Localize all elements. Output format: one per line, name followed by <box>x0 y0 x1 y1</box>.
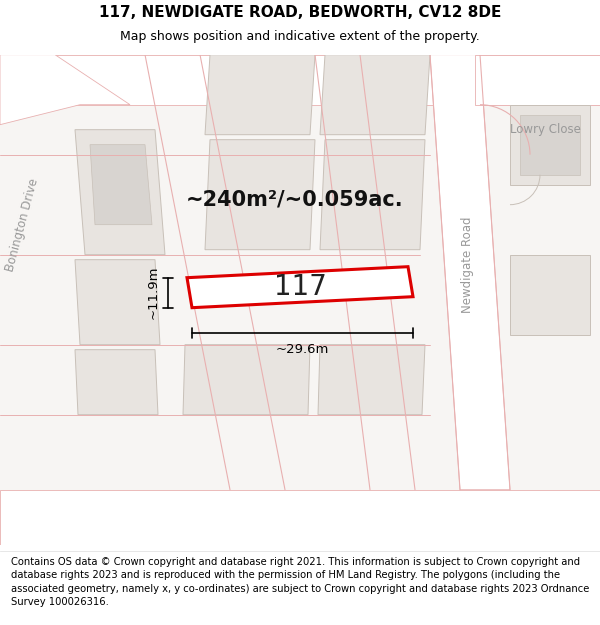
Polygon shape <box>75 349 158 414</box>
Polygon shape <box>0 489 600 544</box>
Polygon shape <box>320 54 430 134</box>
Polygon shape <box>318 344 425 414</box>
Polygon shape <box>510 104 590 184</box>
Polygon shape <box>205 139 315 249</box>
Polygon shape <box>520 114 580 174</box>
Text: Bonington Drive: Bonington Drive <box>3 177 41 272</box>
Text: 117: 117 <box>274 272 326 301</box>
Polygon shape <box>75 129 165 254</box>
Text: 117, NEWDIGATE ROAD, BEDWORTH, CV12 8DE: 117, NEWDIGATE ROAD, BEDWORTH, CV12 8DE <box>99 4 501 19</box>
Polygon shape <box>90 144 152 224</box>
Text: Map shows position and indicative extent of the property.: Map shows position and indicative extent… <box>120 29 480 42</box>
Polygon shape <box>0 54 600 544</box>
Text: Newdigate Road: Newdigate Road <box>461 216 475 313</box>
Text: Contains OS data © Crown copyright and database right 2021. This information is : Contains OS data © Crown copyright and d… <box>11 557 589 607</box>
Polygon shape <box>75 259 160 344</box>
Polygon shape <box>183 344 310 414</box>
Polygon shape <box>0 54 130 124</box>
Polygon shape <box>205 54 315 134</box>
Polygon shape <box>320 139 425 249</box>
Polygon shape <box>0 54 600 104</box>
Polygon shape <box>510 254 590 334</box>
Text: Lowry Close: Lowry Close <box>509 123 580 136</box>
Polygon shape <box>187 267 413 308</box>
Text: ~240m²/~0.059ac.: ~240m²/~0.059ac. <box>186 189 404 209</box>
Polygon shape <box>430 54 510 489</box>
Text: ~11.9m: ~11.9m <box>147 266 160 319</box>
Text: ~29.6m: ~29.6m <box>276 342 329 356</box>
Polygon shape <box>475 54 600 104</box>
